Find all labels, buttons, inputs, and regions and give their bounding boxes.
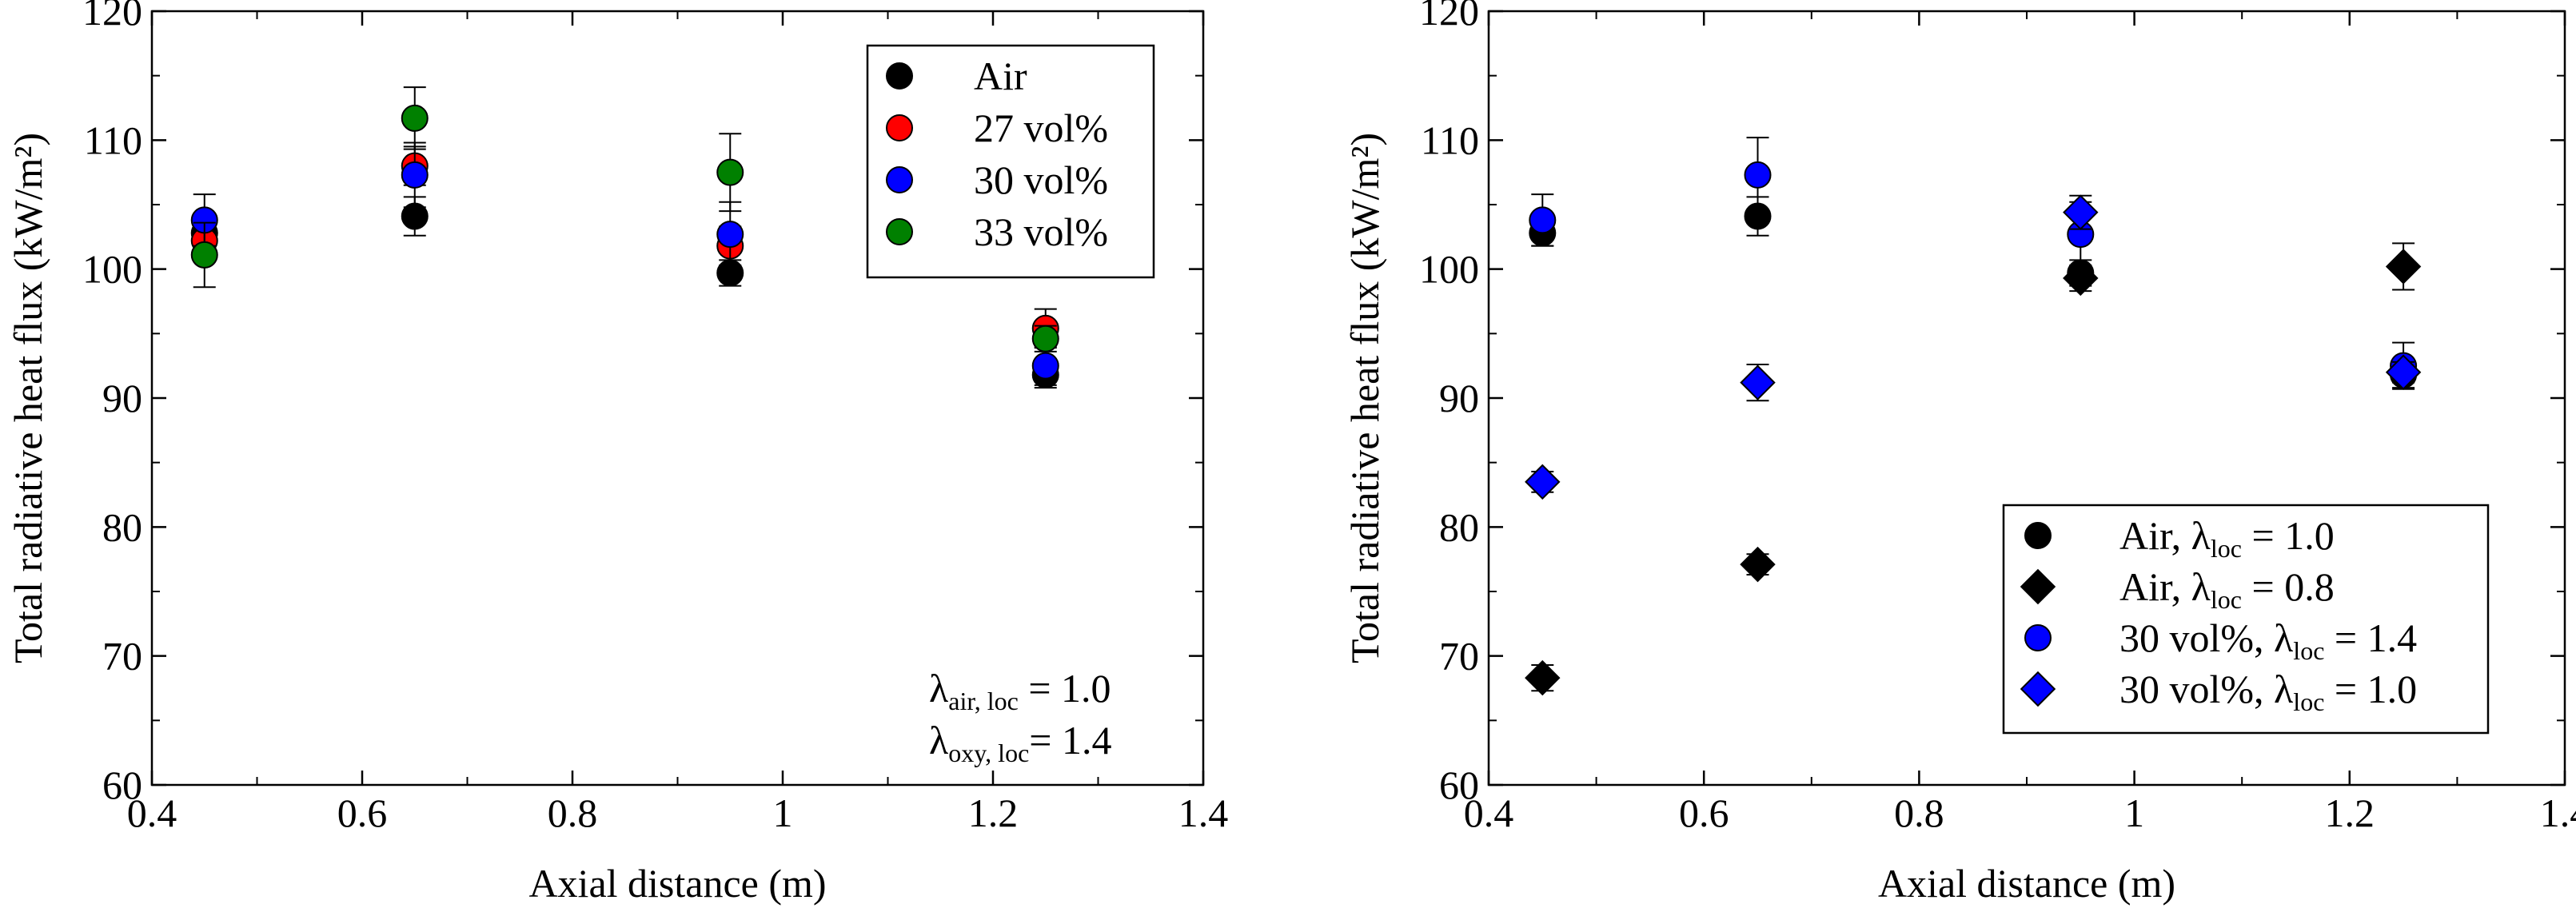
- y-tick-label: 80: [102, 504, 142, 549]
- legend-marker: [886, 166, 913, 193]
- legend-label: Air, λloc = 1.0: [2119, 513, 2335, 563]
- series-1: [1525, 242, 2422, 696]
- data-point: [2385, 354, 2422, 390]
- annotation-lambda: λoxy, loc= 1.4: [929, 718, 1111, 767]
- data-point: [2063, 260, 2099, 297]
- y-axis-label: Total radiative heat flux (kW/m²): [6, 133, 50, 663]
- y-tick-label: 70: [1439, 634, 1479, 679]
- x-tick-label: 1.2: [968, 791, 1019, 835]
- legend-marker: [886, 218, 913, 245]
- data-point: [1529, 206, 1557, 234]
- legend: Air 27 vol% 30 vol% 33 vol%: [866, 44, 1155, 279]
- series-3: [190, 86, 1059, 352]
- legend-label: 27 vol%: [974, 106, 1108, 150]
- y-tick-label: 100: [1419, 247, 1479, 292]
- x-tick-label: 1: [773, 791, 793, 835]
- legend-label: Air, λloc = 0.8: [2119, 564, 2335, 614]
- x-tick-label: 0.6: [1679, 791, 1729, 835]
- y-tick-label: 80: [1439, 504, 1479, 549]
- y-tick-label: 120: [1419, 0, 1479, 34]
- data-point: [190, 241, 218, 269]
- chart-panel-left: 0.4 0.6 0.8 1 1.2 1.4 60 70 80 90 100 110 120 Axial d…: [6, 0, 1228, 906]
- legend-marker: [2020, 568, 2056, 605]
- x-tick-label: 0.8: [548, 791, 598, 835]
- y-tick-label: 70: [102, 634, 142, 679]
- x-tick-label: 0.6: [337, 791, 388, 835]
- data-point: [1740, 546, 1776, 583]
- y-axis-label: Total radiative heat flux (kW/m²): [1342, 133, 1387, 663]
- legend-label: 30 vol%: [974, 157, 1108, 202]
- legend-box: [2002, 504, 2490, 735]
- legend-marker: [2024, 624, 2052, 651]
- x-tick-label: 1.4: [1178, 791, 1229, 835]
- y-tick-label: 60: [1439, 763, 1479, 807]
- annotation-lambda: λair, loc = 1.0: [929, 666, 1111, 715]
- x-tick-label: 0.4: [127, 791, 177, 835]
- data-point: [401, 161, 429, 189]
- series-0: [1529, 196, 2418, 389]
- legend-marker: [2024, 522, 2052, 549]
- data-point: [716, 221, 744, 249]
- y-tick-label: 110: [84, 117, 142, 162]
- data-point: [1031, 325, 1059, 352]
- x-axis-label: Axial distance (m): [1878, 861, 2175, 906]
- y-tick-label: 120: [82, 0, 142, 34]
- series-2: [1529, 137, 2418, 390]
- x-tick-label: 1.2: [2325, 791, 2375, 835]
- x-tick-label: 1.4: [2540, 791, 2576, 835]
- data-point: [1744, 161, 1772, 189]
- y-tick-label: 90: [102, 376, 142, 420]
- legend-label: 30 vol%, λloc = 1.4: [2119, 615, 2417, 665]
- x-tick-label: 0.8: [1894, 791, 1944, 835]
- data-point: [1525, 464, 1561, 500]
- y-tick-label: 60: [102, 763, 142, 807]
- legend-box: [866, 44, 1155, 279]
- data-point: [716, 158, 744, 186]
- legend-label: 33 vol%: [974, 209, 1108, 254]
- legend-marker: [2020, 671, 2056, 707]
- x-axis-label: Axial distance (m): [528, 861, 826, 906]
- data-point: [2385, 249, 2422, 285]
- y-tick-label: 90: [1439, 376, 1479, 420]
- series-3: [1525, 194, 2422, 500]
- data-point: [1525, 659, 1561, 696]
- legend-marker: [886, 62, 913, 90]
- y-tick-label: 100: [82, 247, 142, 292]
- data-point: [1031, 352, 1059, 380]
- data-point: [401, 104, 429, 132]
- y-tick-label: 110: [1421, 117, 1479, 162]
- x-tick-label: 1: [2124, 791, 2144, 835]
- x-tick-label: 0.4: [1464, 791, 1514, 835]
- legend-label: 30 vol%, λloc = 1.0: [2119, 667, 2417, 716]
- chart-panel-right: 0.4 0.6 0.8 1 1.2 1.4 60 70 80 90 100 110 120 Axial d…: [1342, 0, 2576, 906]
- data-point: [1740, 364, 1776, 400]
- legend-label: Air: [974, 54, 1027, 98]
- legend-marker: [886, 114, 913, 141]
- data-point: [2063, 194, 2099, 230]
